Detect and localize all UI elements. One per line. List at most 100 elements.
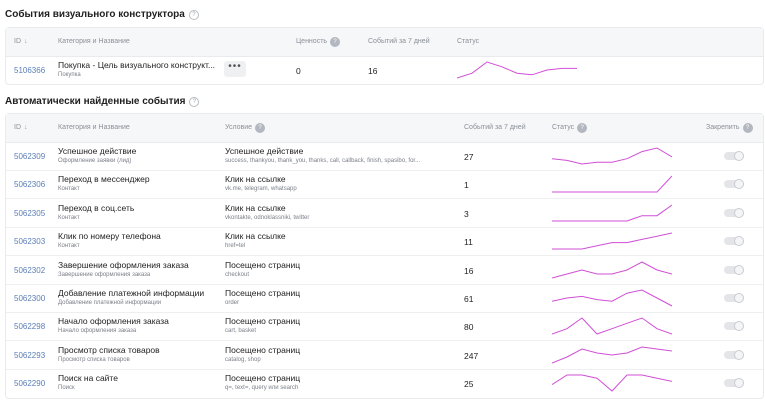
condition-value: vkontakte, odnoklassniki, twitter xyxy=(225,214,310,221)
visual-table-header: ID ↓ Категория и Название Ценность? Событ… xyxy=(6,28,763,57)
event-count: 25 xyxy=(464,379,474,390)
auto-events-table: ID ↓ Категория и Название Условие? Событи… xyxy=(5,113,764,399)
event-count: 61 xyxy=(464,294,474,304)
condition-type: Посещено страниц xyxy=(225,316,301,327)
event-count: 80 xyxy=(464,322,474,333)
toggle-knob xyxy=(734,321,744,332)
status-sparkline xyxy=(457,61,577,79)
table-row[interactable]: 5062303 Клик по номеру телефона Контакт … xyxy=(6,227,763,257)
event-count: 11 xyxy=(464,237,473,248)
sparkline-path xyxy=(457,61,577,79)
table-row[interactable]: 5062302 Завершение оформления заказа Зав… xyxy=(6,256,763,285)
event-category: Начало оформления заказа xyxy=(58,328,137,335)
event-count: 16 xyxy=(368,66,378,76)
pin-toggle[interactable] xyxy=(724,293,744,303)
event-name: Начало оформления заказа xyxy=(58,316,169,327)
pin-toggle[interactable] xyxy=(724,179,744,190)
help-icon[interactable]: ? xyxy=(255,123,266,133)
sparkline-path xyxy=(552,374,672,392)
table-row[interactable]: 5062298 Начало оформления заказа Начало … xyxy=(6,312,763,342)
event-id[interactable]: 5062290 xyxy=(14,379,46,389)
pin-toggle[interactable] xyxy=(724,378,744,389)
event-category: Контакт xyxy=(58,243,80,250)
event-id[interactable]: 5062303 xyxy=(14,237,46,247)
help-icon[interactable]: ? xyxy=(188,9,199,20)
col-events: Событий за 7 дней xyxy=(368,38,430,45)
sparkline-path xyxy=(552,204,672,222)
event-name: Поиск на сайте xyxy=(58,373,118,384)
col-events: Событий за 7 дней xyxy=(464,124,526,131)
help-icon[interactable]: ? xyxy=(577,123,588,133)
table-row[interactable]: 5106366 Покупка - Цель визуального конст… xyxy=(6,56,763,84)
event-id[interactable]: 5106366 xyxy=(14,66,46,75)
table-row[interactable]: 5062300 Добавление платежной информации … xyxy=(6,284,763,313)
event-id[interactable]: 5062306 xyxy=(14,180,46,190)
condition-type: Клик на ссылке xyxy=(225,174,286,185)
toggle-knob xyxy=(734,179,744,190)
status-sparkline xyxy=(552,204,672,222)
pin-toggle[interactable] xyxy=(724,321,744,332)
more-menu-button[interactable]: ••• xyxy=(224,61,246,77)
help-icon[interactable]: ? xyxy=(189,96,200,107)
event-name: Переход в соц.сеть xyxy=(58,202,135,213)
status-sparkline xyxy=(552,346,672,364)
event-id[interactable]: 5062305 xyxy=(14,208,46,218)
sparkline-path xyxy=(552,147,672,165)
status-sparkline xyxy=(552,289,672,307)
condition-type: Клик на ссылке xyxy=(225,231,286,242)
status-sparkline xyxy=(552,176,672,193)
table-row[interactable]: 5062306 Переход в мессенджер Контакт Кли… xyxy=(6,170,763,200)
event-id[interactable]: 5062309 xyxy=(14,152,46,161)
sparkline-path xyxy=(552,232,672,250)
sparkline-path xyxy=(552,346,672,364)
sort-down-icon[interactable]: ↓ xyxy=(24,124,28,131)
condition-value: href=tel xyxy=(225,243,246,250)
status-sparkline xyxy=(552,232,672,250)
col-pin: Закрепить? xyxy=(706,114,753,142)
pin-toggle[interactable] xyxy=(724,207,744,218)
col-condition: Условие? xyxy=(225,114,266,142)
event-name: Покупка - Цель визуального конструкт... xyxy=(58,60,216,70)
sort-down-icon[interactable]: ↓ xyxy=(24,38,28,45)
condition-type: Клик на ссылке xyxy=(225,202,286,213)
event-id[interactable]: 5062300 xyxy=(14,294,46,303)
pin-toggle[interactable] xyxy=(724,264,744,275)
status-sparkline xyxy=(552,374,672,392)
event-id[interactable]: 5062293 xyxy=(14,350,46,360)
event-name: Завершение оформления заказа xyxy=(58,259,189,270)
toggle-knob xyxy=(734,264,744,275)
pin-toggle[interactable] xyxy=(724,236,744,247)
event-name: Успешное действие xyxy=(58,146,137,156)
event-name: Переход в мессенджер xyxy=(58,174,150,185)
toggle-knob xyxy=(734,151,744,161)
event-name: Добавление платежной информации xyxy=(58,288,205,298)
condition-value: order xyxy=(225,300,240,306)
condition-value: catalog, shop xyxy=(225,356,261,363)
pin-toggle[interactable] xyxy=(724,349,744,360)
condition-value: vk.me, telegram, whatsapp xyxy=(225,186,297,193)
condition-value: checkout xyxy=(225,271,250,278)
table-row[interactable]: 5062305 Переход в соц.сеть Контакт Клик … xyxy=(6,199,763,228)
help-icon[interactable]: ? xyxy=(330,37,341,47)
condition-value: q=, text=, query или search xyxy=(225,385,299,392)
help-icon[interactable]: ? xyxy=(742,123,753,133)
col-id[interactable]: ID ↓ xyxy=(14,28,28,56)
sparkline-path xyxy=(552,317,672,335)
event-id[interactable]: 5062302 xyxy=(14,265,46,275)
pin-toggle[interactable] xyxy=(724,151,744,161)
event-category: Оформление заявки (лид) xyxy=(58,158,132,164)
sparkline-path xyxy=(552,289,672,307)
event-id[interactable]: 5062298 xyxy=(14,322,46,332)
condition-type: Посещено страниц xyxy=(225,373,301,384)
event-count: 247 xyxy=(464,350,479,361)
event-name: Просмотр списка товаров xyxy=(58,344,160,355)
table-row[interactable]: 5062309 Успешное действие Оформление зая… xyxy=(6,142,763,171)
table-row[interactable]: 5062290 Поиск на сайте Поиск Посещено ст… xyxy=(6,369,763,397)
event-category: Просмотр списка товаров xyxy=(58,356,130,363)
col-value: Ценность? xyxy=(296,28,341,56)
event-count: 27 xyxy=(464,152,474,162)
event-category: Поиск xyxy=(58,385,75,392)
table-row[interactable]: 5062293 Просмотр списка товаров Просмотр… xyxy=(6,341,763,370)
col-id[interactable]: ID ↓ xyxy=(14,114,28,142)
condition-type: Посещено страниц xyxy=(225,288,301,298)
